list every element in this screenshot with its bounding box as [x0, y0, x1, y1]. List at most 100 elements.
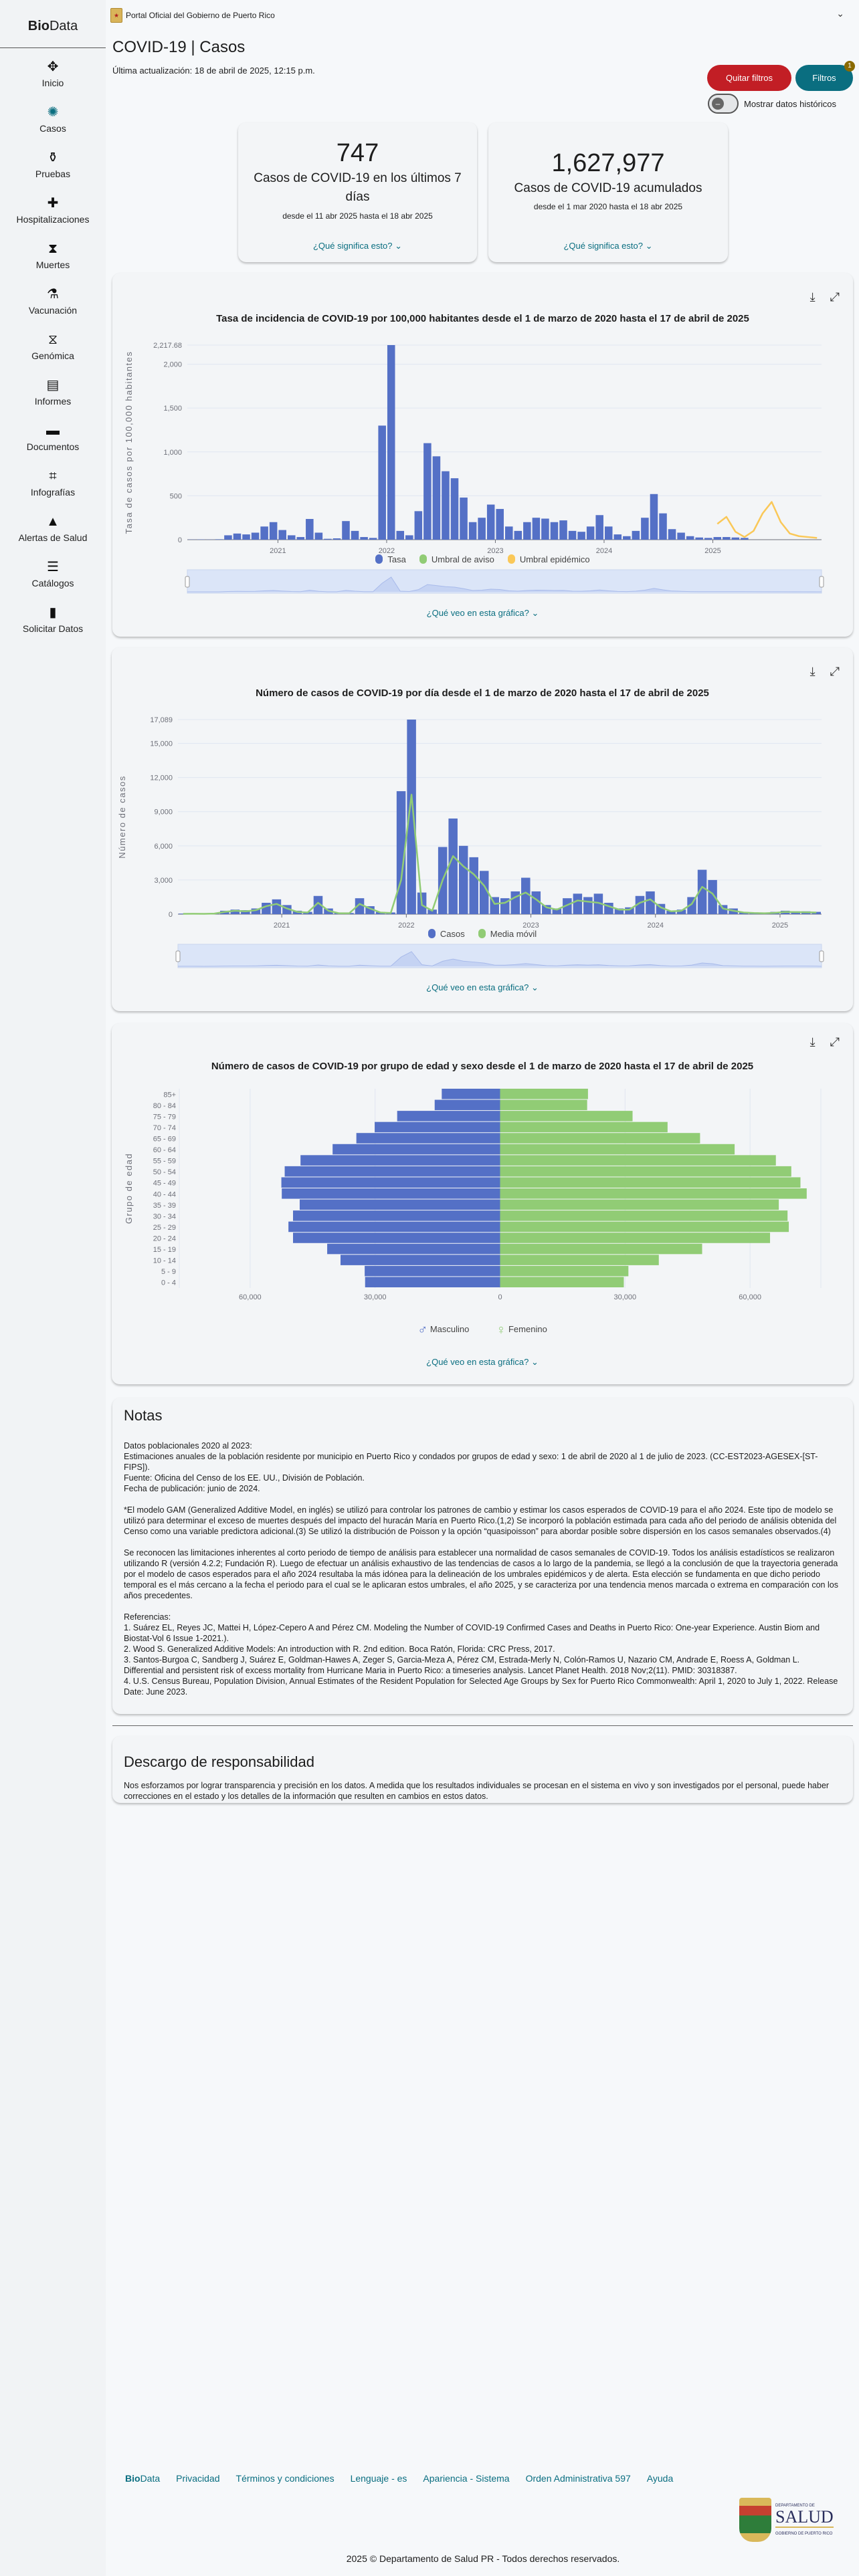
sidebar-item-hospitalizaciones[interactable]: ✚ Hospitalizaciones [0, 195, 106, 225]
bar-femenino [500, 1177, 801, 1188]
sidebar-item-alertas-de-salud[interactable]: ▲ Alertas de Salud [0, 514, 106, 543]
bar-femenino [500, 1210, 788, 1221]
bar [241, 910, 250, 914]
bar-femenino [500, 1144, 735, 1155]
bar [405, 535, 413, 540]
chart-legend: Casos Media móvil [112, 929, 853, 939]
sidebar-item-inicio[interactable]: ✥ Inicio [0, 59, 106, 88]
y-tick-label: 65 - 69 [153, 1136, 176, 1144]
y-tick-label: 35 - 39 [153, 1202, 176, 1210]
y-tick-label: 15 - 19 [153, 1246, 176, 1254]
sidebar-item-informes[interactable]: ▤ Informes [0, 377, 106, 407]
bar [723, 537, 731, 540]
sidebar-item-casos[interactable]: ✺ Casos [0, 104, 106, 134]
bar-masculino [397, 1111, 500, 1121]
x-tick-label: 2023 [522, 922, 539, 930]
sidebar-item-label: Vacunación [28, 305, 78, 316]
sidebar-item-pruebas[interactable]: ⚱ Pruebas [0, 150, 106, 179]
navigator-handle-right[interactable] [819, 950, 824, 962]
notes-paragraph: *El modelo GAM (Generalized Additive Mod… [124, 1505, 842, 1537]
bar [812, 911, 821, 914]
download-icon[interactable]: ⤓ [809, 665, 816, 678]
legend-item-tasa[interactable]: Tasa [375, 554, 406, 564]
gov-banner[interactable]: ★ Portal Oficial del Gobierno de Puerto … [110, 8, 275, 23]
bar-masculino [284, 1166, 500, 1177]
legend-item-masculino[interactable]: ♂ Masculino [417, 1323, 469, 1338]
navigator-handle-left[interactable] [185, 576, 190, 588]
brand-bold: Bio [27, 19, 50, 33]
toggle-off-icon: – [712, 98, 724, 110]
footer-link-apariencia-sistema[interactable]: Apariencia - Sistema [423, 2473, 510, 2484]
sidebar-item-genómica[interactable]: ⧖ Genómica [0, 332, 106, 361]
legend-item-umbral-epidemico[interactable]: Umbral epidémico [507, 554, 590, 564]
sidebar-item-label: Casos [39, 123, 66, 134]
what-means-link[interactable]: ¿Qué significa esto? ⌄ [238, 241, 477, 251]
y-tick-label: 75 - 79 [153, 1113, 176, 1121]
what-means-text: ¿Qué significa esto? [563, 241, 643, 251]
brand-logo[interactable]: BioData [0, 19, 106, 34]
footer-link-lenguaje-es[interactable]: Lenguaje - es [350, 2473, 407, 2484]
bar [568, 530, 577, 540]
bar [332, 538, 341, 540]
x-tick-label: 2021 [274, 922, 290, 930]
bar [448, 818, 458, 914]
chevron-down-icon[interactable]: ⌄ [836, 8, 844, 19]
footer-link-privacidad[interactable]: Privacidad [176, 2473, 220, 2484]
x-tick-label: 30,000 [613, 1293, 636, 1301]
navigator-handle-right[interactable] [819, 576, 824, 588]
chart-explanation-link[interactable]: ¿Qué veo en esta gráfica? ⌄ [426, 608, 539, 618]
legend-item-umbral-aviso[interactable]: Umbral de aviso [419, 554, 494, 564]
bar-femenino [500, 1243, 702, 1255]
footer-link-t-rminos-y-condiciones[interactable]: Términos y condiciones [235, 2473, 335, 2484]
sidebar-item-solicitar-datos[interactable]: ▮ Solicitar Datos [0, 605, 106, 634]
filters-button[interactable]: Filtros 1 [795, 61, 855, 91]
bar-femenino [500, 1255, 659, 1265]
bar-femenino [500, 1133, 700, 1144]
sidebar-item-vacunación[interactable]: ⚗ Vacunación [0, 286, 106, 316]
navigator-handle-left[interactable] [175, 950, 181, 962]
expand-icon[interactable]: ⤢ [830, 290, 840, 304]
bar [269, 522, 278, 540]
daily-cases-chart: 0 3,000 6,000 9,000 12,000 15,000 17,089 2021 20… [117, 716, 824, 968]
bar [677, 532, 685, 540]
sidebar-item-catálogos[interactable]: ☰ Catálogos [0, 559, 106, 588]
what-means-link[interactable]: ¿Qué significa esto? ⌄ [488, 241, 728, 251]
bar [514, 530, 522, 540]
expand-icon[interactable]: ⤢ [830, 665, 840, 678]
sidebar-divider [0, 47, 106, 48]
clear-filters-button[interactable]: Quitar filtros [707, 65, 791, 91]
download-icon[interactable]: ⤓ [809, 290, 816, 304]
bar [635, 895, 645, 914]
bar [704, 538, 712, 540]
bar [427, 909, 437, 914]
sidebar-item-muertes[interactable]: ⧗ Muertes [0, 241, 106, 270]
filters-label: Filtros [812, 73, 836, 83]
sidebar-item-infografías[interactable]: ⌗ Infografías [0, 468, 106, 498]
legend-item-casos[interactable]: Casos [427, 929, 465, 939]
legend-item-femenino[interactable]: ♀ Femenino [496, 1323, 547, 1338]
footer-link-orden-administrativa-597[interactable]: Orden Administrativa 597 [525, 2473, 631, 2484]
bar [573, 893, 583, 914]
y-tick-label: 70 - 74 [153, 1124, 176, 1132]
bar-femenino [500, 1199, 779, 1210]
y-tick-label: 25 - 29 [153, 1224, 176, 1232]
bar-masculino [375, 1121, 500, 1133]
bar [324, 538, 332, 540]
bar [378, 425, 386, 540]
sidebar-item-label: Inicio [41, 78, 64, 88]
footer-link-ayuda[interactable]: Ayuda [646, 2473, 674, 2484]
chart-explanation-link[interactable]: ¿Qué veo en esta gráfica? ⌄ [426, 982, 539, 992]
notes-line: Fecha de publicación: junio de 2024. [124, 1484, 260, 1493]
footer-brand-link[interactable]: BioData [125, 2473, 160, 2484]
navigator-preview [187, 576, 822, 593]
expand-icon[interactable]: ⤢ [830, 1035, 840, 1049]
download-icon[interactable]: ⤓ [809, 1035, 816, 1049]
y-axis-title: Número de casos [117, 775, 127, 858]
bar [659, 513, 667, 540]
y-axis-title: Tasa de casos por 100,000 habitantes [124, 351, 134, 534]
sidebar-item-documentos[interactable]: ▬ Documentos [0, 423, 106, 452]
bar [486, 504, 495, 540]
legend-item-media-movil[interactable]: Media móvil [478, 929, 537, 939]
chart-explanation-link[interactable]: ¿Qué veo en esta gráfica? ⌄ [426, 1357, 539, 1367]
historical-data-toggle[interactable]: – [708, 94, 739, 114]
